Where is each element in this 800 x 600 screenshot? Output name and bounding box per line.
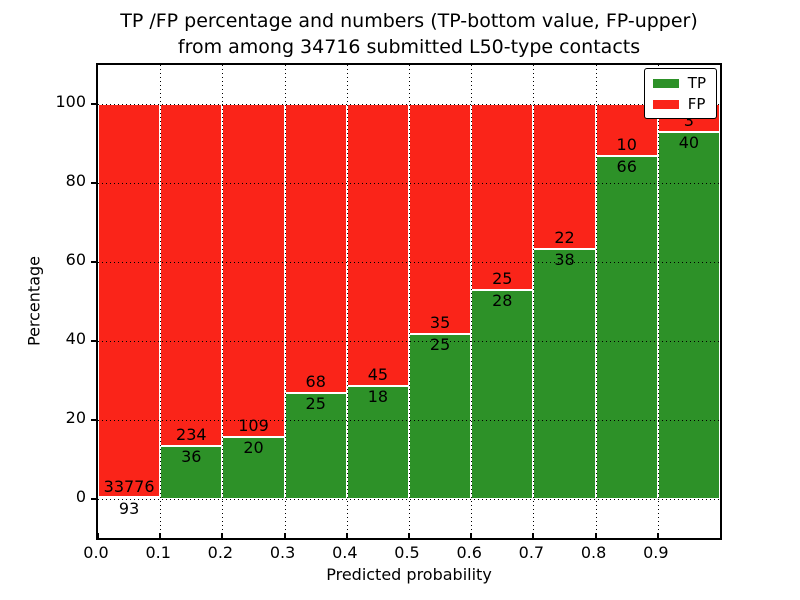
x-tick-label: 0.9 (643, 543, 669, 562)
fp-bar-segment (284, 104, 347, 393)
fp-legend-swatch (652, 99, 679, 109)
chart-title-line2: from among 34716 submitted L50-type cont… (177, 36, 641, 58)
tp-legend-label: TP (687, 74, 706, 92)
x-tick-mark (221, 533, 224, 538)
fp-count-label: 109 (238, 416, 269, 436)
chart-title-line1: TP /FP percentage and numbers (TP-bottom… (120, 10, 698, 32)
y-tick-mark (91, 103, 97, 106)
y-tick-mark (91, 497, 97, 500)
x-tick-mark (656, 533, 659, 538)
tp-bar-segment (657, 131, 720, 499)
y-tick-label: 40 (65, 328, 86, 348)
fp-count-label: 45 (367, 364, 389, 384)
fp-count-label: 234 (176, 425, 207, 445)
tp-count-label: 40 (678, 132, 700, 152)
y-tick-mark (91, 418, 97, 421)
x-tick-mark (594, 533, 597, 538)
tp-bar-segment (284, 392, 347, 499)
tp-bar-segment (595, 156, 658, 499)
plot-area: 33776 93 234 36 109 20 68 25 45 18 35 25 25 28 22 38 10 6… (91, 63, 722, 540)
x-axis-label: Predicted probability (326, 565, 492, 584)
x-tick-mark (159, 533, 162, 538)
vertical-gridline (284, 65, 286, 538)
fp-count-label: 35 (429, 313, 451, 333)
x-tick-label: 0.2 (207, 543, 234, 562)
y-tick-label: 100 (55, 92, 86, 112)
legend-item-fp: FP (652, 95, 706, 113)
fp-legend-label: FP (687, 95, 706, 113)
fp-bar-segment (533, 104, 596, 249)
x-tick-mark (408, 533, 410, 538)
legend-item-tp: TP (652, 74, 706, 92)
y-tick-mark (91, 339, 97, 342)
tp-count-label: 38 (554, 249, 575, 269)
x-tick-mark (97, 533, 99, 538)
x-tick-label: 0.5 (394, 543, 420, 562)
y-tick-label: 0 (75, 486, 86, 506)
fp-bar-segment (98, 104, 161, 498)
y-tick-label: 80 (65, 171, 86, 191)
x-tick-label: 0.1 (145, 543, 171, 562)
vertical-gridline (222, 65, 224, 538)
tp-count-label: 66 (616, 157, 637, 177)
vertical-gridline (595, 65, 597, 538)
chart-title: TP /FP percentage and numbers (TP-bottom… (96, 8, 722, 60)
fp-bar-segment (409, 104, 472, 335)
fp-count-label: 22 (554, 227, 575, 247)
fp-count-label: 68 (305, 371, 326, 391)
fp-count-label: 10 (616, 135, 637, 155)
tp-count-label: 25 (429, 335, 451, 355)
tp-bar-segment (222, 437, 285, 499)
bars-layer (98, 65, 720, 538)
x-tick-mark (283, 533, 286, 538)
x-tick-label: 0.3 (269, 543, 296, 562)
y-tick-mark (91, 261, 97, 264)
fp-count-label: 25 (492, 269, 513, 289)
y-tick-mark (91, 182, 97, 185)
vertical-gridline (657, 65, 659, 538)
tp-count-label: 25 (305, 393, 326, 413)
vertical-gridline (409, 65, 410, 538)
vertical-gridline (346, 65, 348, 538)
y-tick-label: 60 (65, 250, 86, 270)
tp-count-label: 36 (181, 447, 202, 467)
legend: TP FP (643, 68, 717, 119)
vertical-gridline (533, 65, 535, 538)
fp-bar-segment (160, 104, 223, 447)
tp-bar-segment (533, 248, 596, 499)
bar-labels-layer: 33776 93 234 36 109 20 68 25 45 18 35 25 25 28 22 38 10 6… (98, 65, 720, 538)
fp-bar-segment (346, 104, 409, 386)
x-tick-label: 0.8 (580, 543, 607, 562)
x-tick-label: 0.4 (332, 543, 358, 562)
fp-count-label: 3 (683, 110, 694, 130)
x-tick-label: 0.6 (456, 543, 482, 562)
grid-layer (91, 65, 720, 538)
vertical-gridline (471, 65, 473, 538)
tp-count-label: 18 (367, 386, 389, 406)
x-tick-mark (532, 533, 535, 538)
y-axis-label: Percentage (24, 255, 44, 347)
x-tick-mark (470, 533, 473, 538)
x-tick-label: 0.0 (83, 543, 109, 562)
fp-bar-segment (471, 104, 534, 291)
tp-count-label: 93 (118, 498, 140, 518)
fp-count-label: 33776 (103, 476, 155, 496)
x-tick-label: 0.7 (518, 543, 545, 562)
tp-legend-swatch (652, 78, 679, 88)
tp-bar-segment (346, 385, 409, 499)
x-tick-mark (345, 533, 348, 538)
tp-count-label: 20 (243, 438, 264, 458)
vertical-gridline (160, 65, 162, 538)
y-tick-label: 20 (65, 407, 86, 427)
tp-count-label: 28 (492, 291, 513, 311)
